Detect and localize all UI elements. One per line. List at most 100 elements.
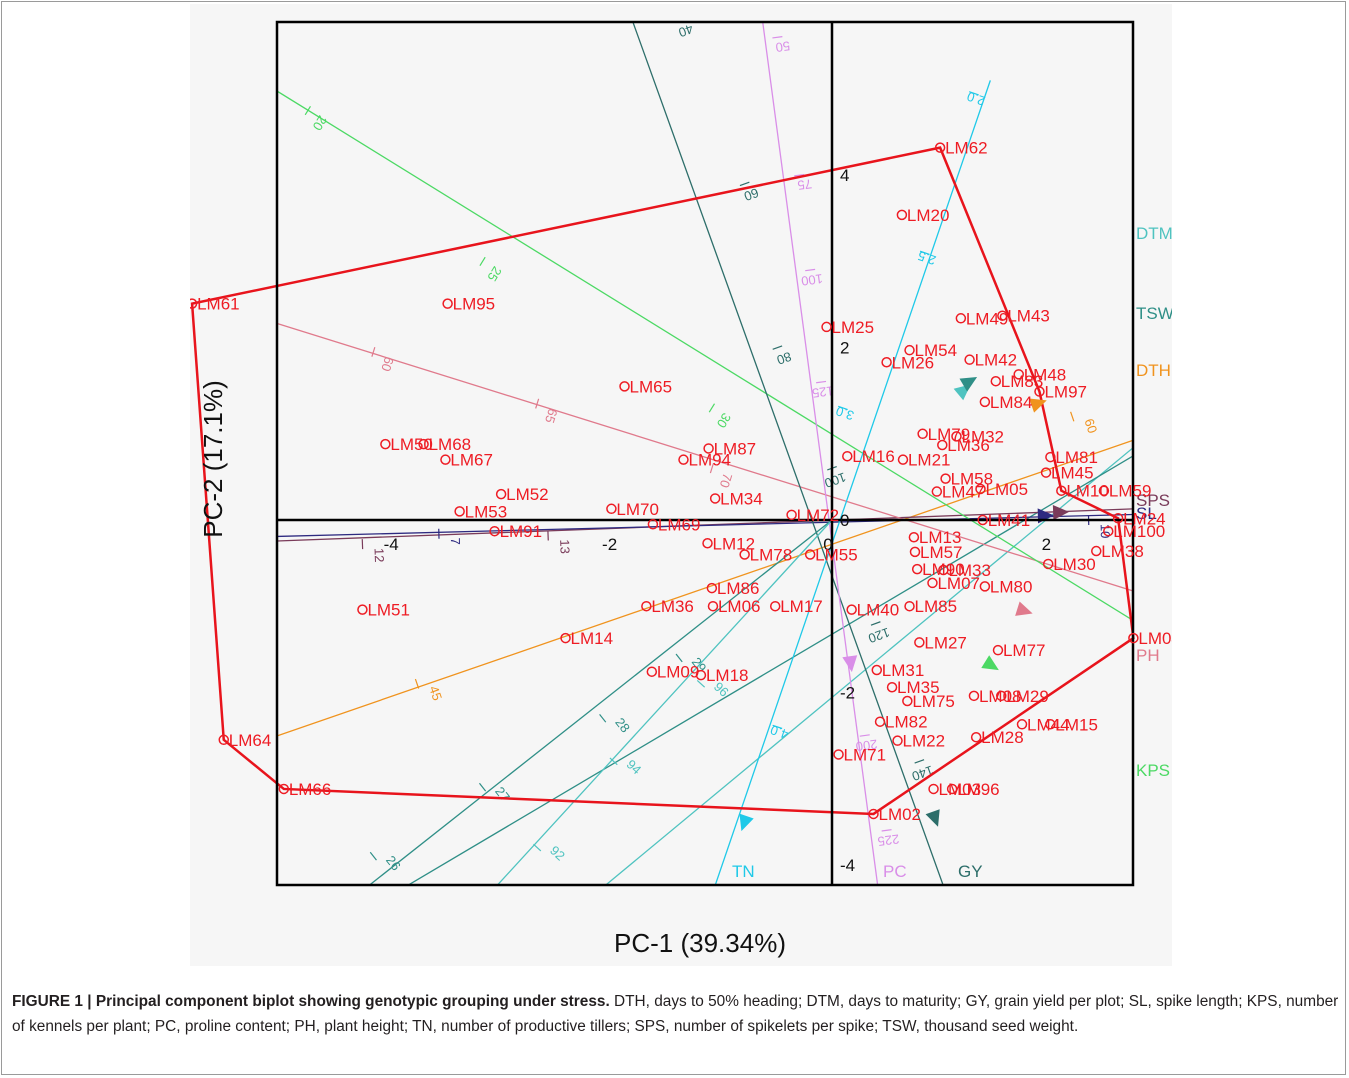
genotype-label: LM07 (937, 574, 980, 593)
genotype-label: LM54 (915, 341, 958, 360)
trait-tick-mark (533, 843, 542, 852)
trait-line-dtm-low (496, 519, 833, 885)
trait-tick-mark (969, 91, 979, 96)
genotype-label: LM55 (815, 545, 858, 564)
genotype-point (1112, 513, 1124, 524)
trait-arrow-tn (739, 813, 754, 832)
genotype-point (846, 604, 857, 615)
genotype-label: LM52 (506, 485, 549, 504)
trait-label-dth: DTH (1136, 361, 1171, 380)
x-tick-label: 0 (823, 535, 832, 554)
genotype-label: LM29 (1006, 687, 1049, 706)
genotype-point (489, 525, 500, 537)
genotype-point (442, 298, 453, 309)
genotype-point (874, 716, 886, 727)
trait-tick-mark (369, 851, 377, 861)
trait-tick-label: 70 (717, 471, 736, 489)
genotype-label: LM34 (720, 489, 763, 508)
genotype-label: LM12 (713, 534, 756, 553)
genotype-label: LM35 (897, 678, 940, 697)
trait-tick-label: 30 (714, 410, 734, 430)
genotype-label: LM36 (651, 597, 694, 616)
genotype-label: LM41 (988, 511, 1031, 530)
genotype-label: LM70 (616, 500, 659, 519)
trait-tick-label: 200 (855, 737, 878, 755)
genotype-label: LM08 (979, 687, 1022, 706)
genotype-label: LM100 (1113, 522, 1165, 541)
genotype-label: LM82 (885, 713, 928, 732)
genotype-label: LM45 (1051, 464, 1094, 483)
genotype-label: LM86 (717, 579, 760, 598)
genotype-point (647, 519, 659, 530)
genotype-point (938, 564, 949, 576)
genotype-point (278, 783, 290, 795)
genotype-point (951, 431, 962, 442)
trait-tick-label: 12 (371, 548, 387, 563)
genotype-point (886, 681, 898, 693)
genotype-point (914, 637, 925, 648)
trait-tick-mark (881, 829, 892, 832)
genotype-label: LM64 (229, 731, 272, 750)
trait-line-tsw (407, 455, 1133, 885)
genotype-point (1016, 719, 1028, 730)
trait-tick-mark (709, 463, 714, 474)
genotype-point (979, 396, 991, 408)
genotype-label: LM72 (797, 506, 840, 525)
genotype-label: LM21 (908, 451, 951, 470)
caption-text: DTH, days to 50% heading; DTM, days to m… (12, 993, 1339, 1035)
trait-tick-label: 2.5 (916, 248, 938, 268)
trait-tick-label: 10 (1098, 524, 1113, 539)
genotype-point (804, 549, 816, 560)
genotype-label: LM96 (957, 780, 1000, 799)
genotype-point (979, 581, 991, 592)
genotype-point (380, 438, 391, 450)
trait-tick-mark (599, 713, 607, 723)
genotype-label: LM18 (706, 666, 749, 685)
trait-tick-label: 45 (426, 684, 445, 703)
genotype-point (881, 357, 892, 368)
y-tick-label: 2 (840, 339, 849, 358)
genotype-point (896, 209, 908, 221)
trait-tick-mark (535, 398, 540, 409)
trait-tick-label: 7 (448, 537, 463, 545)
genotype-point (992, 644, 1004, 656)
y-tick-label: 0 (840, 511, 849, 530)
genotype-label: LM40 (857, 601, 900, 620)
genotype-label: LM48 (1024, 365, 1067, 384)
trait-line-tn (714, 80, 991, 885)
genotype-label: LM62 (945, 139, 988, 158)
trait-arrow-sps (1052, 504, 1070, 520)
genotype-label: LM67 (450, 451, 493, 470)
genotype-point (996, 690, 1007, 702)
trait-line-sl (277, 513, 1133, 538)
genotype-point (997, 310, 1008, 321)
genotype-label: LM17 (780, 597, 823, 616)
genotype-point (908, 531, 920, 543)
genotype-point (1040, 467, 1052, 478)
genotype-point (1098, 485, 1110, 496)
genotype-point (739, 549, 750, 560)
trait-tick-mark (478, 782, 487, 792)
trait-arrow-dth (1029, 398, 1047, 413)
y-tick-label: -4 (840, 856, 855, 875)
genotype-point (1128, 632, 1139, 644)
trait-arrow-pc (842, 655, 858, 673)
genotype-label: LM78 (750, 545, 793, 564)
genotype-label: LM94 (688, 451, 731, 470)
genotype-label: LM77 (1003, 641, 1046, 660)
convex-hull-layer (190, 146, 1135, 816)
trait-label-gy: GY (958, 862, 983, 881)
genotype-label: LM31 (882, 661, 925, 680)
trait-line-tsw-low (368, 519, 833, 885)
genotype-point (1034, 386, 1045, 397)
genotype-label: LM42 (975, 351, 1018, 370)
genotype-label: LM79 (928, 425, 971, 444)
caption-label: FIGURE 1 | Principal component biplot sh… (12, 993, 610, 1010)
genotype-point (968, 690, 980, 702)
genotype-point (702, 538, 713, 549)
trait-tick-mark (1070, 411, 1075, 422)
genotype-label: LM06 (718, 597, 761, 616)
genotype-label: LM25 (832, 318, 875, 337)
